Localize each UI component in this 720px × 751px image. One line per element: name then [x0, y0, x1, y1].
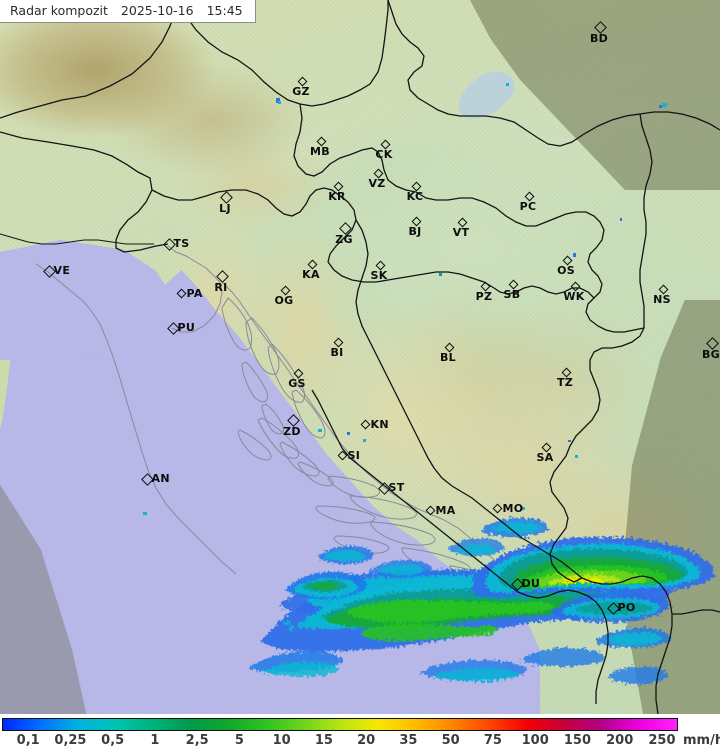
- legend-tick: 150: [563, 733, 592, 748]
- legend-tick: 10: [272, 733, 291, 748]
- product-title: Radar kompozit: [10, 2, 108, 18]
- legend-tick: 20: [357, 733, 376, 748]
- legend-tick: 0,25: [54, 733, 87, 748]
- legend-tick: 2,5: [185, 733, 209, 748]
- legend-tick: 5: [234, 733, 244, 748]
- legend-tick: 1: [150, 733, 160, 748]
- legend-tick: 50: [441, 733, 460, 748]
- legend-tick: 200: [606, 733, 634, 748]
- legend-tick-labels: 0,1 0,25 0,5 1 2,5 5 10 15 20 35 50 75 100 150 200 250: [0, 733, 720, 751]
- colorbar: [2, 718, 678, 731]
- legend-tick: 100: [521, 733, 549, 748]
- radar-map[interactable]: BD GZ MB CK VZ LJ KR KC PC ZG BJ VT TS VE RI KA SK OS PA OG…: [0, 0, 720, 714]
- legend-tick: 0,1: [16, 733, 40, 748]
- colorbar-gradient: [3, 719, 677, 730]
- legend-tick: 0,5: [101, 733, 125, 748]
- legend-tick: 35: [399, 733, 418, 748]
- timestamp-date: 2025-10-16: [120, 2, 194, 18]
- legend-unit-label: mm/h: [683, 733, 720, 748]
- legend-tick: 15: [314, 733, 333, 748]
- legend-tick: 250: [648, 733, 676, 748]
- legend-bar: 0,1 0,25 0,5 1 2,5 5 10 15 20 35 50 75 100 150 200 250 …: [0, 714, 720, 751]
- legend-tick: 75: [483, 733, 502, 748]
- timestamp-time: 15:45: [206, 2, 243, 18]
- map-title-bar: Radar kompozit 2025-10-16 15:45: [0, 0, 256, 23]
